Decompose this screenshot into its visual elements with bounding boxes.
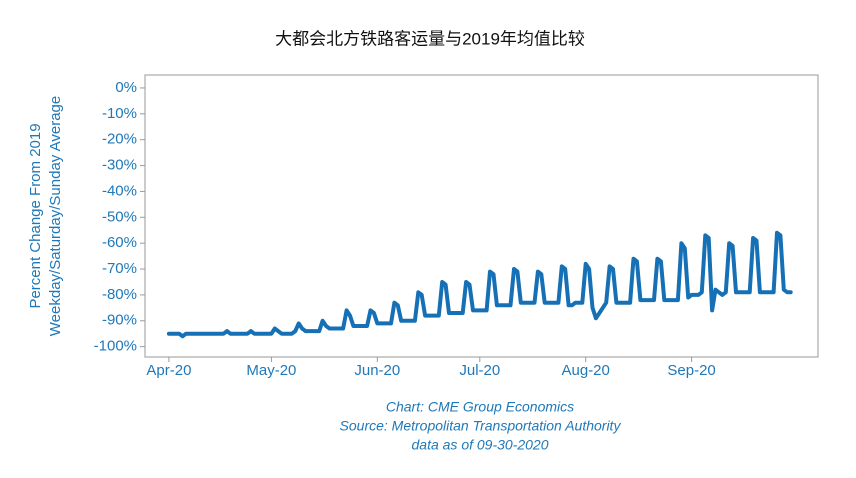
x-tick-label: Apr-20: [146, 362, 191, 379]
x-tick-label: Jul-20: [459, 362, 500, 379]
y-tick-label: -20%: [102, 131, 137, 148]
y-tick-label: -10%: [102, 105, 137, 122]
annotation: Source: Metropolitan Transportation Auth…: [340, 418, 622, 434]
y-tick-label: -70%: [102, 260, 137, 277]
x-tick-label: Aug-20: [562, 362, 610, 379]
x-tick-label: Sep-20: [667, 362, 715, 379]
annotation: data as of 09-30-2020: [412, 437, 549, 453]
y-axis-label: Percent Change From 2019: [27, 123, 44, 308]
y-tick-label: -40%: [102, 182, 137, 199]
x-tick-label: Jun-20: [354, 362, 400, 379]
y-tick-label: -80%: [102, 286, 137, 303]
y-tick-label: -60%: [102, 234, 137, 251]
y-axis-label: Weekday/Saturday/Sunday Average: [47, 96, 64, 336]
y-tick-label: -100%: [94, 338, 137, 355]
data-line: [166, 230, 793, 339]
y-tick-label: -30%: [102, 157, 137, 174]
annotation: Chart: CME Group Economics: [386, 399, 574, 415]
plot-frame: [144, 74, 819, 358]
y-tick-label: -90%: [102, 312, 137, 329]
y-tick-label: -50%: [102, 208, 137, 225]
x-tick-label: May-20: [246, 362, 296, 379]
y-tick-label: 0%: [115, 79, 137, 96]
chart-title: 大都会北方铁路客运量与2019年均值比较: [275, 29, 585, 48]
y-axis-title: Percent Change From 2019 Weekday/Saturda…: [27, 96, 64, 336]
